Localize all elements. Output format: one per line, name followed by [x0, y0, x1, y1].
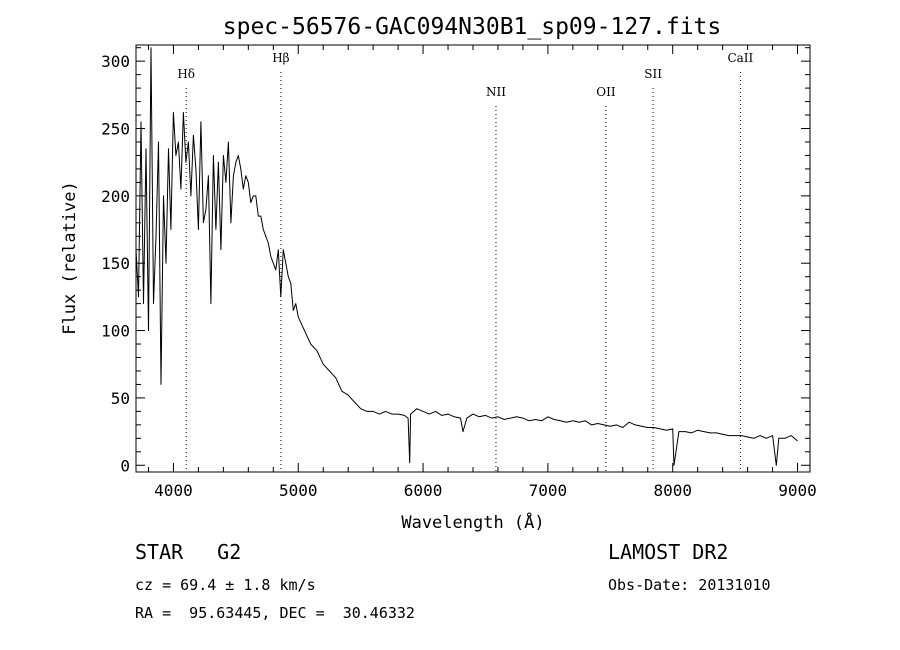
subclass-label: G2 [217, 540, 242, 564]
y-tick-label: 50 [111, 389, 130, 408]
x-tick-label: 9000 [778, 481, 817, 500]
line-label: NII [486, 85, 506, 99]
coordinates-text: RA = 95.63445, DEC = 30.46332 [135, 604, 415, 622]
x-tick-label: 5000 [279, 481, 318, 500]
x-tick-label: 4000 [154, 481, 193, 500]
y-tick-label: 300 [101, 52, 130, 71]
spectral-line-markers: Hδ Hβ NII OII SII CaII [177, 51, 754, 472]
obs-date-text: Obs-Date: 20131010 [608, 576, 771, 594]
plot-frame [135, 44, 811, 473]
survey-label: LAMOST DR2 [608, 540, 729, 564]
x-axis-label: Wavelength (Å) [401, 511, 544, 533]
x-tick-label: 7000 [529, 481, 568, 500]
axis-ticks [136, 45, 810, 472]
redshift-text: cz = 69.4 ± 1.8 km/s [135, 576, 316, 594]
y-tick-label: 200 [101, 187, 130, 206]
y-tick-label: 250 [101, 120, 130, 139]
axis-tick-labels: 4000 5000 6000 7000 8000 9000 0 50 100 150 200 250 3… [101, 52, 817, 500]
line-label: SII [644, 67, 662, 81]
spectral-class: STAR G2 [135, 540, 241, 564]
line-label: Hδ [177, 67, 195, 81]
spectrum-line [135, 47, 798, 466]
y-axis-label: Flux (relative) [60, 181, 80, 335]
line-label: Hβ [272, 51, 289, 65]
chart-title: spec-56576-GAC094N30B1_sp09-127.fits [223, 14, 722, 40]
line-label: CaII [727, 51, 753, 65]
line-label: OII [596, 85, 616, 99]
y-tick-label: 100 [101, 322, 130, 341]
y-tick-label: 0 [120, 456, 130, 475]
x-tick-label: 6000 [404, 481, 443, 500]
y-tick-label: 150 [101, 254, 130, 273]
class-label: STAR [135, 540, 184, 564]
x-tick-label: 8000 [653, 481, 692, 500]
